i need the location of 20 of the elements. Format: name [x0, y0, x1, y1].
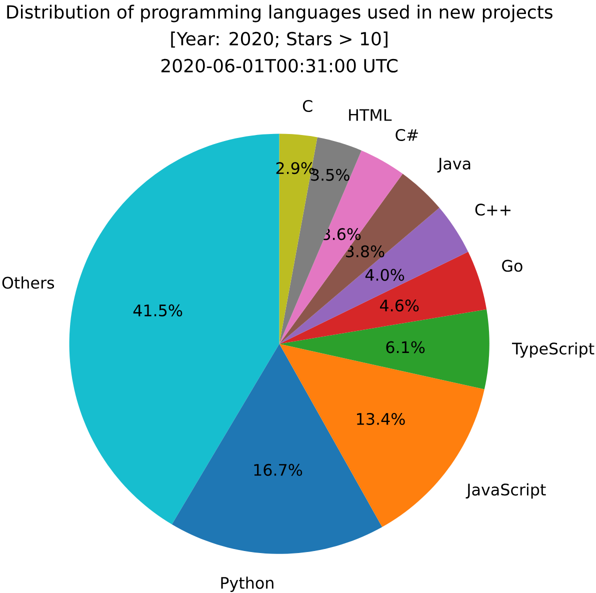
slice-label: C [302, 100, 312, 112]
slice-label: JavaScript [466, 483, 546, 498]
slice-label: C# [396, 128, 418, 141]
slice-label: HTML [349, 109, 392, 121]
text: 2020-06-01T00:31:00 UTC [161, 58, 398, 72]
data-label: 4.6% [380, 299, 419, 312]
chart-subtitle: [Year: 2020; Stars > 10] [171, 31, 388, 48]
data-label: 16.7% [254, 464, 302, 476]
data-label: 4.0% [365, 268, 404, 281]
data-label: 41.5% [133, 304, 182, 316]
slice-label: Python [221, 576, 274, 592]
slice-label: C++ [475, 203, 510, 216]
chart-title: Distribution of programming languages used in new projects [7, 4, 552, 22]
slice-label: Go [502, 260, 522, 272]
slice-label: TypeScript [512, 342, 594, 358]
data-label: 3.8% [346, 245, 384, 258]
data-label: 13.4% [357, 412, 405, 425]
data-label: 6.1% [386, 341, 425, 353]
slice-label: Java [437, 158, 470, 172]
slice-label: Others [2, 276, 54, 289]
